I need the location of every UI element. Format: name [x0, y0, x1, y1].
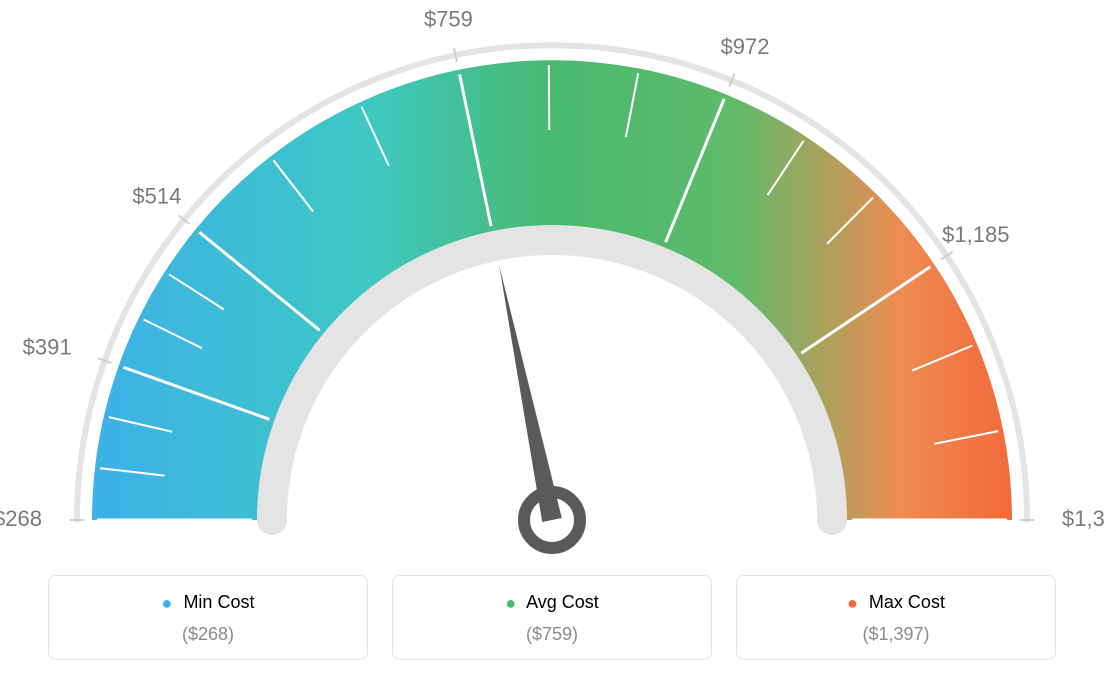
gauge-scale-label: $391 [23, 335, 72, 360]
legend-label: Avg Cost [526, 592, 599, 612]
gauge-scale-label: $759 [424, 6, 473, 31]
legend-title-min: ● Min Cost [59, 592, 357, 614]
legend-dot-min: ● [162, 593, 173, 613]
gauge-container: $268 $391 $514 $759 $972 $1,185 $1,397 [0, 0, 1104, 560]
legend-title-avg: ● Avg Cost [403, 592, 701, 614]
legend-label: Max Cost [869, 592, 945, 612]
gauge-scale-label: $1,397 [1062, 506, 1104, 531]
legend-row: ● Min Cost ($268) ● Avg Cost ($759) ● Ma… [0, 575, 1104, 660]
legend-dot-avg: ● [505, 593, 516, 613]
gauge-scale-label: $1,185 [942, 222, 1009, 247]
legend-card-max: ● Max Cost ($1,397) [736, 575, 1056, 660]
gauge-scale-label: $268 [0, 506, 42, 531]
legend-value-avg: ($759) [403, 624, 701, 645]
gauge-scale-label: $972 [721, 34, 770, 59]
legend-card-min: ● Min Cost ($268) [48, 575, 368, 660]
legend-label: Min Cost [183, 592, 254, 612]
legend-dot-max: ● [847, 593, 858, 613]
cost-gauge-chart: $268 $391 $514 $759 $972 $1,185 $1,397 [0, 0, 1104, 560]
legend-value-max: ($1,397) [747, 624, 1045, 645]
legend-title-max: ● Max Cost [747, 592, 1045, 614]
legend-value-min: ($268) [59, 624, 357, 645]
gauge-scale-label: $514 [132, 183, 181, 208]
legend-card-avg: ● Avg Cost ($759) [392, 575, 712, 660]
gauge-needle [499, 265, 562, 522]
